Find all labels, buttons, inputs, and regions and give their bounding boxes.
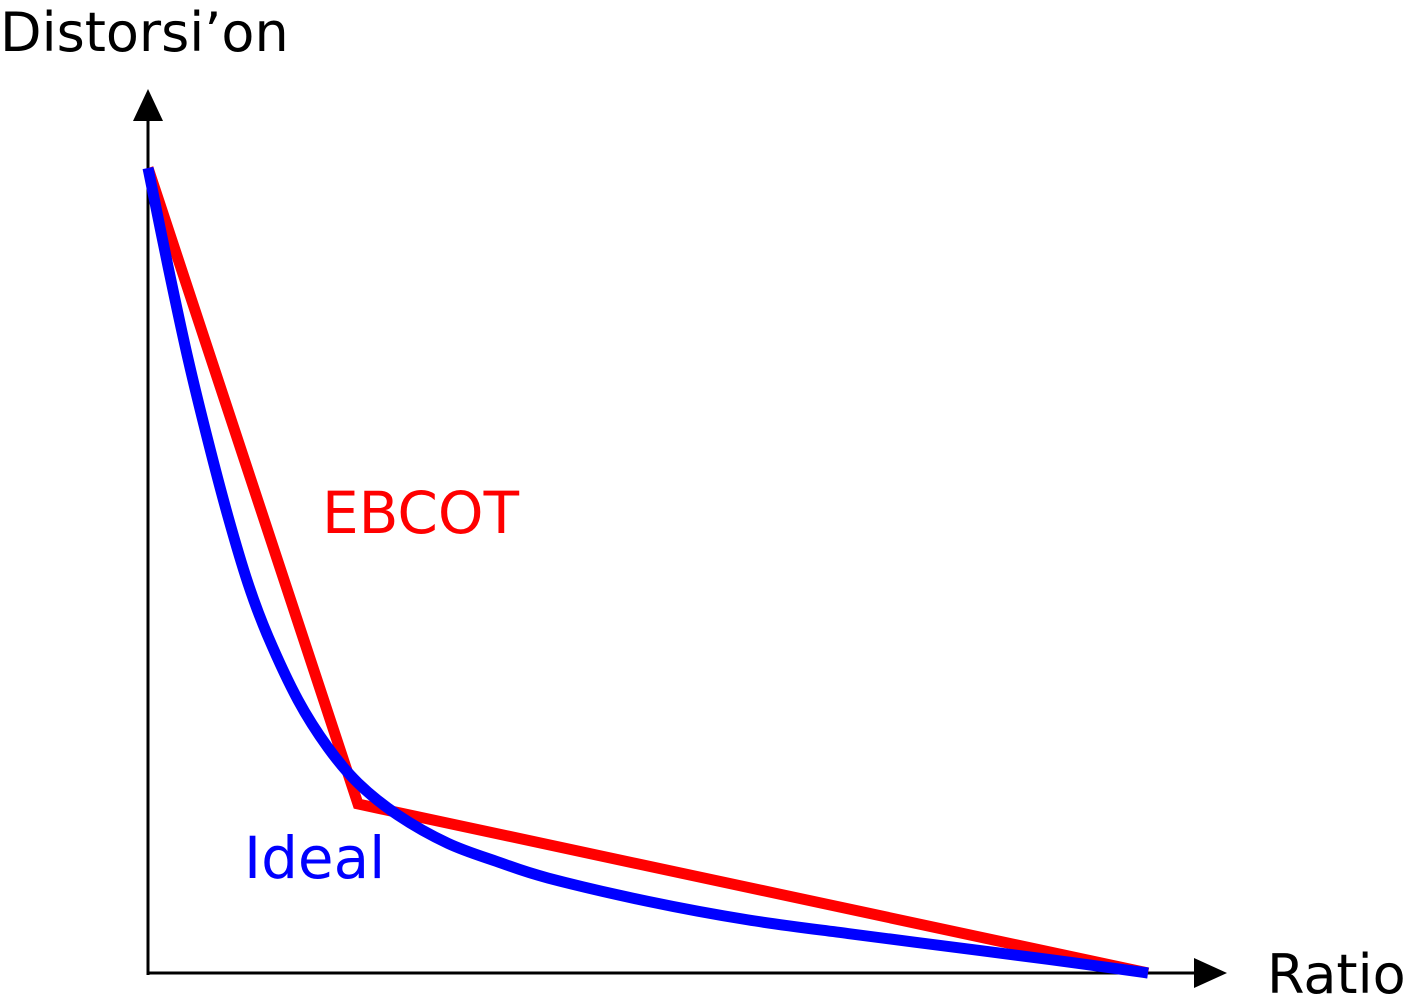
- y-axis-arrow: [133, 89, 163, 121]
- series-label-ideal: Ideal: [244, 824, 385, 892]
- x-axis-title: Ratio: [1267, 943, 1406, 1000]
- series-layer: [142, 166, 1150, 979]
- series-line-ebcot: [142, 166, 1150, 979]
- series-label-ebcot: EBCOT: [322, 479, 520, 547]
- axes: [133, 89, 1227, 988]
- x-axis-arrow: [1194, 958, 1227, 988]
- y-axis-title: Distorsi’on: [0, 1, 289, 64]
- series-line-ideal: [142, 166, 1149, 979]
